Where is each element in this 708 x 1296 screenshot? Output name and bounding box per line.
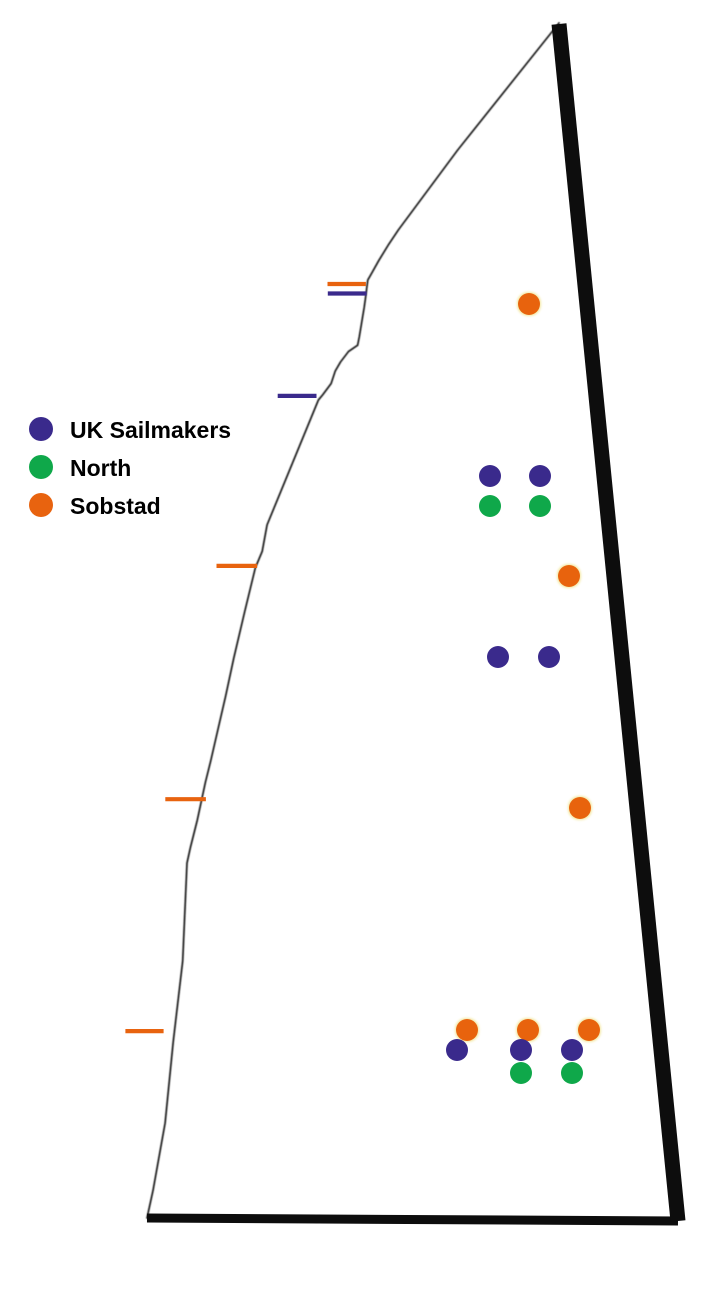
svg-text:Sobstad: Sobstad (70, 493, 161, 519)
svg-text:UK Sailmakers: UK Sailmakers (70, 417, 231, 443)
svg-text:North: North (70, 455, 131, 481)
